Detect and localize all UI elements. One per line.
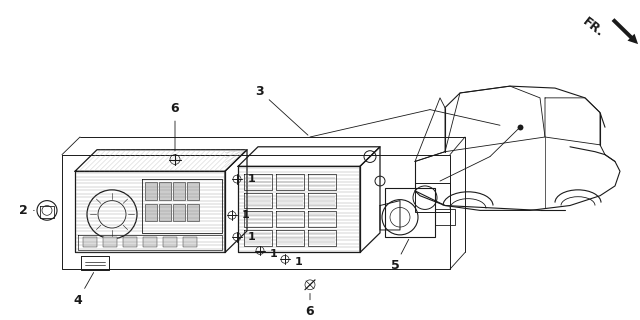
Text: 6: 6 xyxy=(306,293,314,318)
Bar xyxy=(173,182,185,200)
Bar xyxy=(173,204,185,221)
Text: 6: 6 xyxy=(171,102,179,151)
Text: FR.: FR. xyxy=(580,15,606,40)
Bar xyxy=(385,188,435,237)
FancyArrow shape xyxy=(612,18,638,44)
Bar xyxy=(83,237,97,247)
Bar xyxy=(145,204,157,221)
Text: 1: 1 xyxy=(270,250,278,260)
Text: 4: 4 xyxy=(74,273,93,307)
Text: 1: 1 xyxy=(248,174,256,184)
Bar xyxy=(143,237,157,247)
Text: 3: 3 xyxy=(256,85,308,135)
Bar xyxy=(159,204,171,221)
Bar xyxy=(145,182,157,200)
Bar xyxy=(163,237,177,247)
Bar xyxy=(415,183,450,212)
Text: 1: 1 xyxy=(295,257,303,267)
Text: 5: 5 xyxy=(390,239,409,272)
Bar xyxy=(187,204,199,221)
Text: 1: 1 xyxy=(242,210,250,220)
Bar xyxy=(123,237,137,247)
Text: 2: 2 xyxy=(19,204,34,217)
Text: 1: 1 xyxy=(248,232,256,242)
Bar xyxy=(187,182,199,200)
Bar xyxy=(159,182,171,200)
Bar xyxy=(103,237,117,247)
Bar xyxy=(183,237,197,247)
